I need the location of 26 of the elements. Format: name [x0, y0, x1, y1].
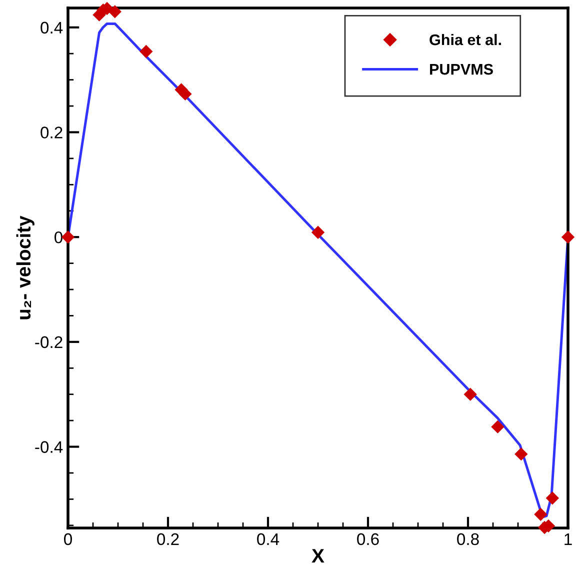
- x-tick-label: 0.2: [157, 533, 179, 546]
- point: [108, 5, 122, 18]
- point: [61, 230, 75, 244]
- point: [178, 87, 192, 101]
- point: [561, 230, 575, 244]
- x-tick-label: 1: [564, 533, 572, 545]
- legend-label: PUPVMS: [430, 64, 493, 75]
- y-axis-title: u₂- velocity: [16, 216, 34, 320]
- y-tick-label: -0.4: [35, 441, 63, 453]
- x-axis-title: X: [312, 549, 324, 562]
- x-tick-label: 0.8: [457, 533, 479, 546]
- point: [140, 44, 153, 58]
- point: [464, 388, 477, 401]
- point: [311, 226, 325, 239]
- x-tick-label: 0.6: [357, 533, 379, 546]
- y-tick-label: 0.2: [40, 126, 62, 138]
- point: [534, 508, 548, 521]
- point: [514, 448, 528, 461]
- point: [491, 420, 504, 434]
- y-tick-label: 0.4: [40, 22, 63, 34]
- legend-label: Ghia et al.: [430, 34, 501, 46]
- x-tick-label: 0: [64, 533, 72, 546]
- point: [546, 492, 559, 505]
- y-tick-label: 0: [54, 231, 62, 244]
- x-tick-label: 0.4: [257, 533, 280, 546]
- y-tick-label: -0.2: [35, 336, 62, 348]
